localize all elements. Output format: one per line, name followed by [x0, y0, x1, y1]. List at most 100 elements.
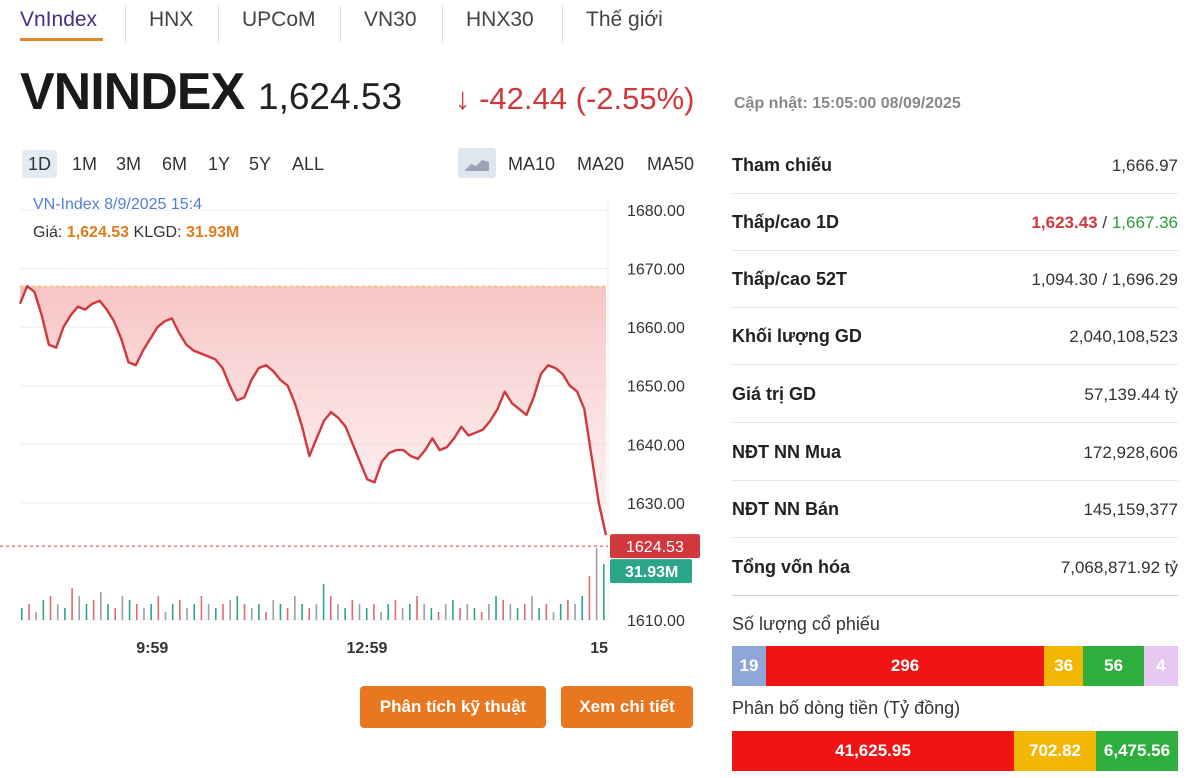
volume-bar	[21, 608, 23, 620]
volume-bar	[373, 604, 375, 620]
area-chart-icon	[465, 160, 489, 171]
volume-bar	[107, 604, 109, 620]
volume-bar	[466, 604, 469, 620]
stat-row-foreign-buy: NĐT NN Mua 172,928,606	[732, 424, 1178, 481]
volume-bar	[409, 604, 411, 620]
stat-row-low-high-1d: Thấp/cao 1D 1,623.43 / 1,667.36	[732, 194, 1178, 251]
tab-upcom[interactable]: UPCoM	[242, 8, 316, 31]
technical-analysis-button[interactable]: Phân tích kỹ thuật	[360, 686, 546, 728]
y-tick-label: 1670.00	[627, 262, 685, 279]
stock-count-bar: 19 296 36 56 4	[732, 646, 1178, 686]
y-tick-label: 1650.00	[627, 379, 685, 396]
volume-bar	[186, 608, 188, 620]
volume-bar	[545, 604, 548, 620]
last-volume-label: 31.93M	[625, 564, 678, 581]
stat-label: Giá trị GD	[732, 384, 817, 404]
volume-bar	[200, 596, 203, 620]
volume-bar	[92, 600, 95, 620]
volume-bar	[473, 608, 476, 620]
stat-value: 172,928,606	[1083, 443, 1178, 462]
volume-bar	[85, 604, 88, 620]
ma10-button[interactable]: MA10	[508, 154, 556, 174]
tab-divider	[218, 6, 219, 42]
volume-bar	[78, 596, 81, 620]
volume-bar	[574, 604, 576, 620]
view-detail-button[interactable]: Xem chi tiết	[561, 686, 693, 728]
range-6m-button[interactable]: 6M	[162, 154, 188, 174]
x-tick-label: 15	[590, 640, 608, 657]
volume-bar	[459, 608, 461, 620]
bar-segment: 6,475.56	[1096, 731, 1178, 771]
x-tick-label: 9:59	[136, 640, 168, 657]
volume-bar	[229, 600, 231, 620]
volume-bar	[401, 608, 404, 620]
active-tab-underline	[20, 38, 103, 41]
ma20-button[interactable]: MA20	[577, 154, 625, 174]
stat-row-foreign-sell: NĐT NN Bán 145,159,377	[732, 481, 1178, 538]
tab-vnindex[interactable]: VnIndex	[20, 8, 98, 31]
bar-segment: 702.82	[1014, 731, 1096, 771]
tab-divider	[125, 6, 126, 42]
price-chart[interactable]: 1680.00 1670.00 1660.00 1650.00 1640.00 1630.…	[0, 190, 720, 680]
volume-bar	[157, 596, 160, 620]
volume-bar	[207, 604, 210, 620]
volume-bar	[488, 604, 490, 620]
updated-time: Cập nhật: 15:05:00 08/09/2025	[734, 95, 961, 112]
tab-vn30[interactable]: VN30	[364, 8, 417, 31]
chart-type-button[interactable]	[458, 148, 496, 178]
chart-legend-values: Giá: 1,624.53 KLGD: 31.93M	[33, 224, 239, 242]
bar-segment: 56	[1083, 646, 1144, 686]
volume-bar	[480, 612, 483, 620]
money-flow-title: Phân bố dòng tiền (Tỷ đồng)	[732, 698, 961, 718]
volume-bar	[531, 596, 533, 620]
stat-value: 1,623.43 / 1,667.36	[1031, 213, 1178, 233]
tab-hnx[interactable]: HNX	[149, 8, 194, 31]
volume-bar	[171, 604, 174, 620]
stat-row-low-high-52w: Thấp/cao 52T 1,094.30 / 1,696.29	[732, 251, 1178, 308]
last-price-label: 1624.53	[626, 539, 684, 556]
stat-high-value: 1,667.36	[1111, 213, 1178, 232]
tab-hnx30[interactable]: HNX30	[466, 8, 534, 31]
stat-label: NĐT NN Mua	[732, 442, 841, 462]
stat-value: 7,068,871.92 tỷ	[1060, 558, 1178, 577]
range-1m-button[interactable]: 1M	[72, 154, 98, 174]
volume-bar	[64, 608, 66, 620]
bar-segment: 41,625.95	[732, 731, 1014, 771]
range-3m-button[interactable]: 3M	[116, 154, 142, 174]
volume-bar	[150, 604, 152, 620]
stat-label: NĐT NN Bán	[732, 499, 839, 519]
volume-bar	[588, 576, 591, 620]
range-1y-button[interactable]: 1Y	[208, 154, 231, 174]
range-5y-button[interactable]: 5Y	[249, 154, 272, 174]
volume-bar	[552, 612, 555, 620]
stat-low-value: 1,623.43	[1031, 213, 1098, 232]
volume-bar	[603, 564, 605, 620]
volume-bar	[595, 548, 598, 620]
range-1d-button[interactable]: 1D	[22, 150, 58, 178]
stat-row-market-cap: Tổng vốn hóa 7,068,871.92 tỷ	[732, 539, 1178, 596]
stat-row-reference: Tham chiếu 1,666.97	[732, 137, 1178, 194]
volume-bar	[294, 596, 296, 620]
index-price: 1,624.53	[258, 76, 403, 117]
volume-bar	[394, 600, 397, 620]
tab-the-gioi[interactable]: Thế giới	[586, 8, 663, 31]
last-price-badge	[610, 534, 700, 559]
stat-label: Tham chiếu	[732, 155, 833, 175]
stat-value: 1,094.30 / 1,696.29	[1031, 270, 1178, 289]
volume-bar	[351, 600, 354, 620]
volume-bar	[243, 604, 246, 620]
range-all-button[interactable]: ALL	[292, 154, 325, 174]
volume-bar	[315, 604, 318, 620]
stock-count-title: Số lượng cổ phiếu	[732, 614, 880, 634]
stat-label: Thấp/cao 52T	[732, 269, 848, 289]
volume-bar	[495, 596, 497, 620]
volume-bar	[523, 604, 526, 620]
volume-bar	[42, 600, 45, 620]
volume-bar	[258, 604, 260, 620]
stat-value: 57,139.44 tỷ	[1084, 385, 1178, 404]
ma50-button[interactable]: MA50	[647, 154, 695, 174]
volume-bar	[358, 604, 361, 620]
volume-bar	[71, 588, 73, 620]
volume-bar	[444, 604, 447, 620]
volume-bar	[272, 600, 275, 620]
